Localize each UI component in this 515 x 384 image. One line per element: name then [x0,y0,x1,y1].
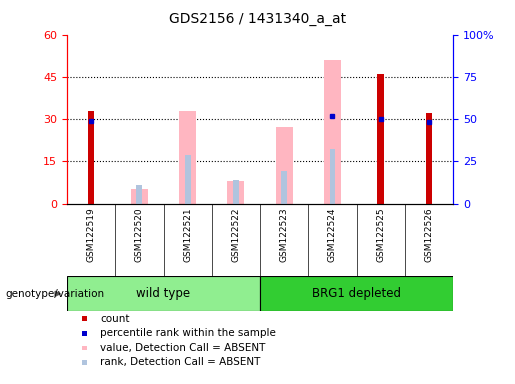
Bar [67,276,260,311]
Bar [330,149,335,204]
Text: GSM122524: GSM122524 [328,207,337,262]
Text: GSM122523: GSM122523 [280,207,289,262]
Bar [131,189,148,204]
Bar [88,111,94,204]
Text: GSM122519: GSM122519 [87,207,96,262]
Bar [179,111,196,204]
Bar [377,74,384,204]
Text: count: count [100,314,130,324]
Bar [185,154,191,204]
Bar [281,171,287,204]
Text: BRG1 depleted: BRG1 depleted [312,287,401,300]
Text: GSM122526: GSM122526 [424,207,434,262]
Text: GDS2156 / 1431340_a_at: GDS2156 / 1431340_a_at [169,12,346,25]
Text: GSM122525: GSM122525 [376,207,385,262]
Bar [233,180,239,204]
Text: rank, Detection Call = ABSENT: rank, Detection Call = ABSENT [100,358,261,367]
Bar [136,185,142,204]
Text: GSM122520: GSM122520 [135,207,144,262]
Bar [228,181,245,204]
Bar [324,60,341,204]
Text: GSM122522: GSM122522 [231,207,241,262]
Text: value, Detection Call = ABSENT: value, Detection Call = ABSENT [100,343,266,353]
Text: wild type: wild type [136,287,191,300]
Bar [260,276,453,311]
Text: genotype/variation: genotype/variation [5,289,104,299]
Text: GSM122521: GSM122521 [183,207,192,262]
Text: percentile rank within the sample: percentile rank within the sample [100,328,277,338]
Bar [276,127,293,204]
Bar [426,113,433,204]
